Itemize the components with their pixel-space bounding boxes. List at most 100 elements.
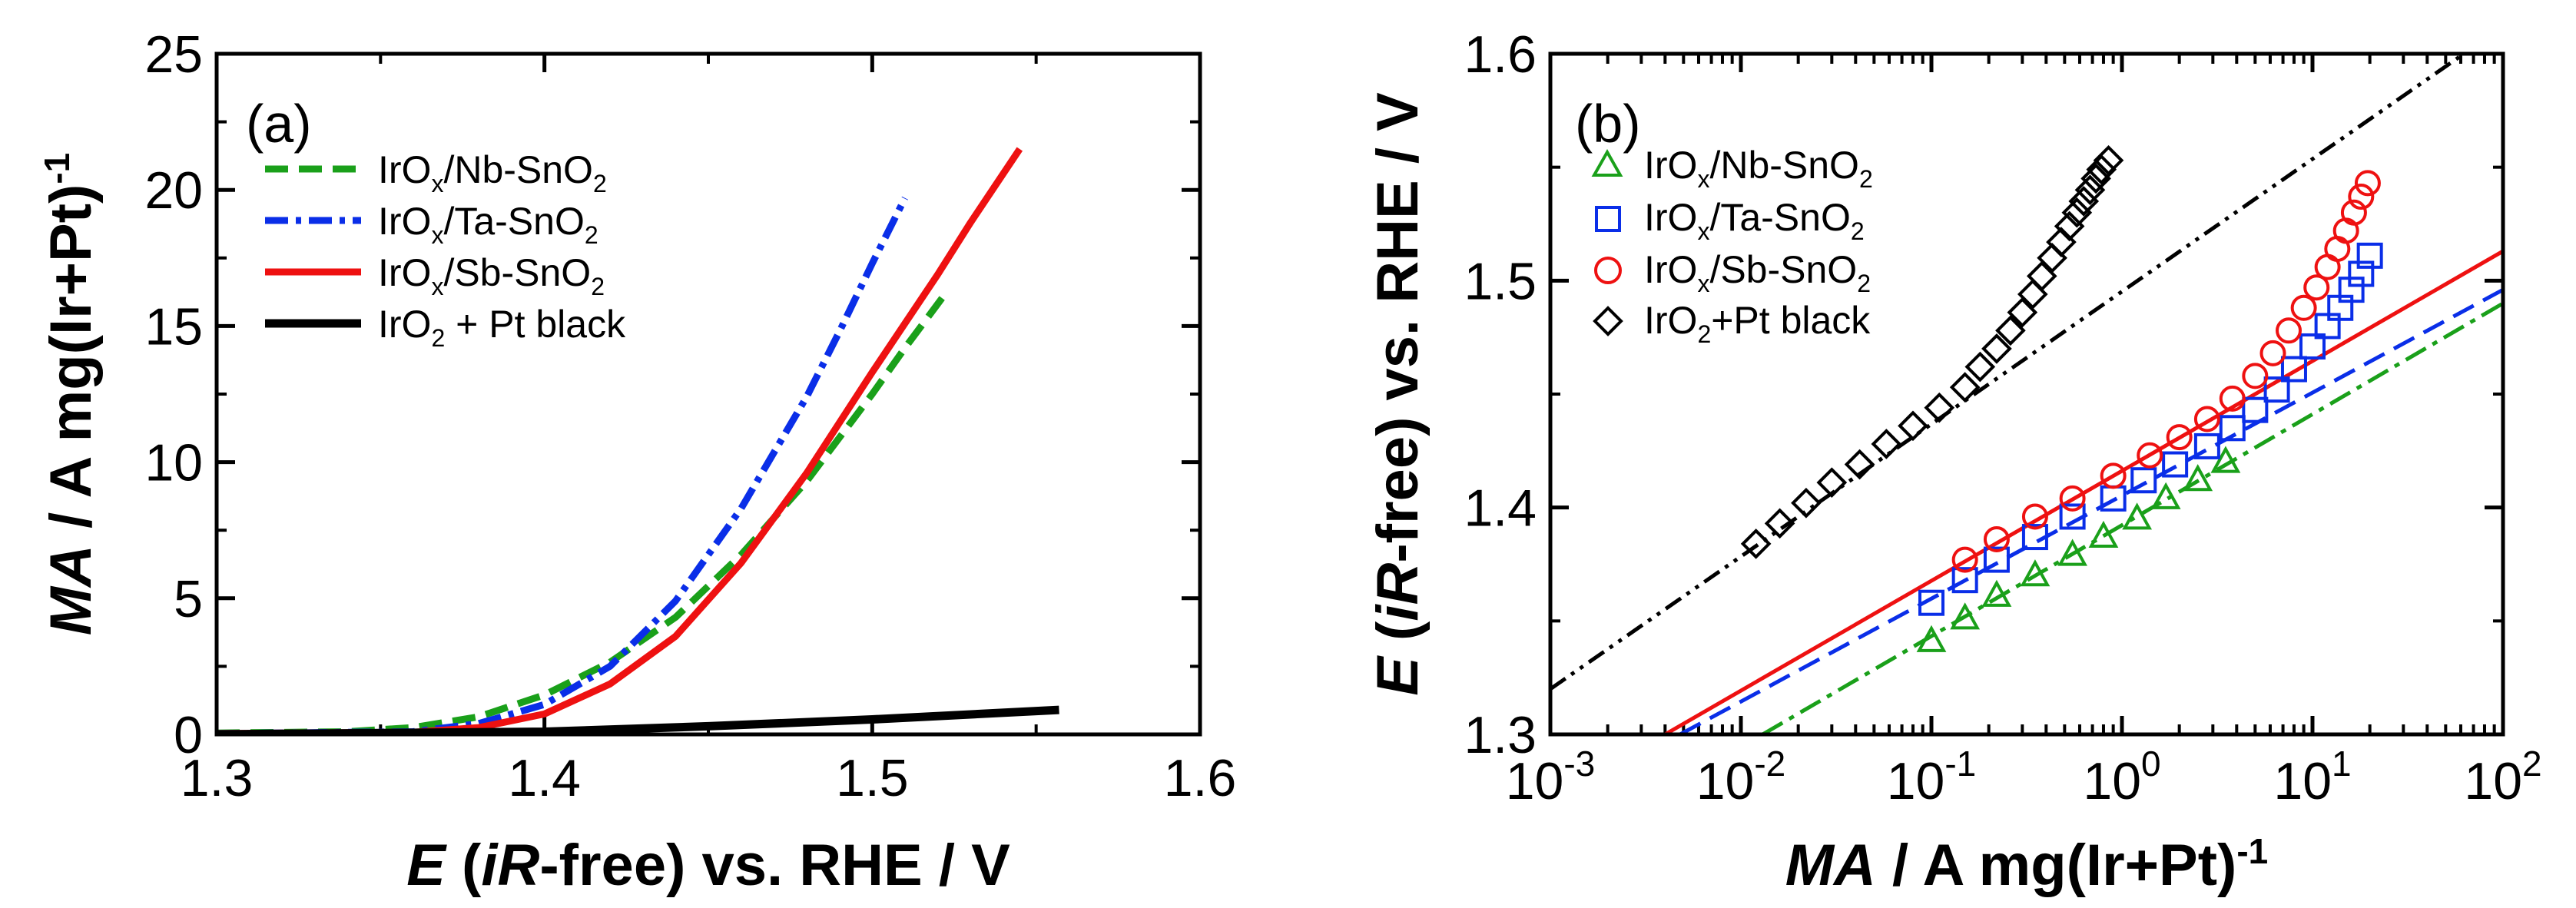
- panel-b-plot-frame: [1548, 51, 2505, 737]
- a-ytick-label: 0: [174, 706, 203, 764]
- b-fit-line-1: [1679, 287, 2503, 734]
- b-point-triangle: [2150, 482, 2181, 509]
- b-point-square: [2219, 415, 2246, 442]
- panel-b-y-axis-title: E (iR-free) vs. RHE / V: [1365, 92, 1431, 696]
- panel-b-fit-lines: [1550, 54, 2503, 734]
- b-point-circle: [2303, 274, 2330, 301]
- b-point-triangle: [2088, 520, 2119, 548]
- b-point-diamond: [2054, 210, 2085, 242]
- b-point-square: [2348, 260, 2375, 287]
- panel-b-legend: IrOx/Nb-SnO2 IrOx/Ta-SnO2 IrOx/Sb-SnO2 I…: [1591, 144, 1873, 348]
- b-xtick-label: 10-1: [1887, 744, 1977, 810]
- legend-a-label-2: IrOx/Sb-SnO2: [378, 251, 605, 300]
- b-fit-line-3: [1550, 54, 2468, 691]
- legend-b-label-0: IrOx/Nb-SnO2: [1644, 144, 1873, 193]
- b-point-triangle: [1916, 625, 1947, 652]
- b-ytick-label: 1.6: [1464, 25, 1537, 84]
- b-point-circle: [2259, 340, 2286, 366]
- b-point-diamond: [1964, 351, 1996, 383]
- b-point-diamond: [1871, 429, 1902, 459]
- b-point-square: [2130, 467, 2157, 494]
- b-point-diamond: [1981, 333, 2012, 364]
- b-point-square: [1918, 589, 1944, 616]
- panel-a-y-axis-title: MA / A mg(Ir+Pt)-1: [37, 153, 104, 636]
- b-point-triangle: [2210, 446, 2241, 473]
- b-point-circle: [2193, 406, 2220, 432]
- b-point-diamond: [1816, 467, 1848, 499]
- b-point-diamond: [1740, 529, 1772, 559]
- legend-a-item-0: IrOx/Nb-SnO2: [265, 148, 607, 197]
- panel-a-label: (a): [246, 94, 312, 154]
- b-point-diamond: [1764, 508, 1795, 539]
- a-ytick-label: 5: [174, 570, 203, 628]
- b-point-diamond: [1949, 372, 1981, 403]
- a-ytick-label: 20: [144, 161, 203, 220]
- b-point-diamond: [1995, 315, 2026, 346]
- panel-b-label: (b): [1575, 94, 1641, 154]
- b-point-square: [2162, 451, 2189, 478]
- panel-a-legend: IrOx/Nb-SnO2 IrOx/Ta-SnO2 IrOx/Sb-SnO2 I…: [265, 148, 626, 352]
- b-point-circle: [1983, 526, 2010, 553]
- b-point-square: [2356, 242, 2383, 269]
- legend-b-label-2: IrOx/Sb-SnO2: [1644, 248, 1871, 297]
- b-point-circle: [2340, 199, 2367, 226]
- b-xtick-label: 10-2: [1696, 744, 1786, 810]
- legend-b-item-2: IrOx/Sb-SnO2: [1594, 248, 1871, 297]
- b-point-triangle: [2057, 539, 2087, 566]
- b-point-diamond: [2074, 174, 2106, 206]
- b-point-square: [2338, 277, 2365, 303]
- legend-a-label-1: IrOx/Ta-SnO2: [378, 200, 598, 249]
- b-xtick-label: 10-3: [1506, 744, 1596, 810]
- b-point-circle: [2021, 503, 2048, 530]
- a-xtick-label: 1.5: [836, 749, 909, 807]
- a-xtick-label: 1.4: [508, 749, 581, 807]
- legend-b-item-3: IrO2+Pt black: [1593, 299, 1871, 348]
- b-point-circle: [2348, 184, 2375, 210]
- panel-b-series: [1740, 144, 2383, 652]
- b-point-diamond: [1898, 410, 1928, 442]
- b-point-square: [2021, 524, 2048, 551]
- b-point-square: [2059, 503, 2086, 530]
- legend-a-item-1: IrOx/Ta-SnO2: [265, 200, 598, 249]
- b-point-square: [2280, 356, 2307, 383]
- b-point-circle: [2354, 170, 2381, 197]
- a-ytick-label: 25: [144, 25, 203, 84]
- b-point-diamond: [2017, 279, 2048, 310]
- b-point-triangle: [2122, 502, 2153, 530]
- panel-a-plot-frame: [214, 51, 1202, 737]
- b-xtick-label: 100: [2083, 744, 2160, 810]
- b-point-square: [1951, 567, 1978, 594]
- b-point-circle: [1951, 546, 1978, 573]
- b-point-diamond: [1791, 487, 1822, 519]
- b-point-square: [2263, 376, 2290, 403]
- legend-b-marker-triangle: [1591, 148, 1623, 177]
- b-point-diamond: [1924, 392, 1955, 423]
- a-ytick-label: 15: [144, 297, 203, 356]
- b-point-square: [2242, 396, 2269, 423]
- b-point-circle: [2059, 485, 2086, 512]
- b-point-square: [1983, 546, 2010, 573]
- b-point-diamond: [1844, 449, 1875, 480]
- b-point-triangle: [1981, 579, 2012, 607]
- legend-a-label-0: IrOx/Nb-SnO2: [378, 148, 607, 197]
- b-point-circle: [2290, 294, 2317, 321]
- a-series-line-2: [217, 147, 1023, 734]
- b-point-diamond: [2080, 163, 2111, 194]
- legend-a-item-2: IrOx/Sb-SnO2: [265, 251, 605, 300]
- a-xtick-label: 1.3: [181, 749, 254, 807]
- b-point-circle: [2166, 424, 2193, 451]
- a-series-line-0: [217, 288, 951, 734]
- b-point-diamond: [2093, 144, 2124, 176]
- b-point-square: [2299, 333, 2326, 360]
- panel-b-x-axis-title: MA / A mg(Ir+Pt)-1: [1785, 831, 2269, 898]
- b-xtick-label: 102: [2464, 744, 2541, 810]
- legend-a-item-3: IrO2 + Pt black: [265, 303, 626, 352]
- a-xtick-label: 1.6: [1164, 749, 1237, 807]
- b-point-circle: [2276, 317, 2302, 344]
- b-ytick-label: 1.4: [1464, 479, 1537, 538]
- b-point-diamond: [2037, 242, 2067, 273]
- b-fit-line-0: [1762, 301, 2503, 734]
- legend-b-marker-diamond: [1593, 306, 1623, 336]
- b-point-triangle: [2183, 464, 2213, 492]
